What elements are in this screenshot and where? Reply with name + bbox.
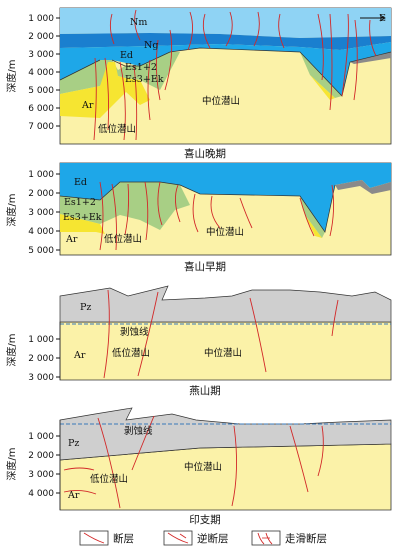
legend-fault-label: 断层 (113, 532, 134, 545)
layer-gray-p2 (335, 180, 391, 194)
layer-pz-p3 (59, 285, 392, 323)
label-east: E (379, 13, 386, 24)
layer-ng (60, 33, 391, 50)
layer-boundary-p2 (59, 181, 336, 233)
tick-label: 4 000 (28, 489, 54, 499)
tick-label: 7 000 (28, 122, 54, 132)
caption-yanshan: 燕山期 (189, 385, 221, 397)
label-erosion-p3: 剥蚀线 (120, 326, 149, 338)
tick-label: 2 000 (28, 32, 54, 42)
label-low-p3: 低位潜山 (112, 347, 150, 359)
tick-label: 5 000 (28, 86, 54, 96)
label-ar-p2: Ar (65, 234, 78, 245)
tick-label: 3 000 (28, 470, 54, 480)
panel-late-himalayan: E Nm Ng Ed Es1+2 Es3+Ek Ar 低位潜山 中位潜山 1 0… (5, 7, 392, 160)
label-ar-p3: Ar (73, 350, 86, 361)
tick-label: 1 000 (28, 335, 54, 345)
label-es3ek-p2: Es3+Ek (63, 212, 102, 223)
caption-late-himalayan: 喜山晚期 (184, 147, 226, 160)
tick-label: 5 000 (28, 246, 54, 256)
label-low-p2: 低位潜山 (104, 233, 142, 245)
label-erosion-p4: 剥蚀线 (124, 425, 153, 437)
y-axis-p1: 1 000 2 000 3 000 4 000 5 000 6 000 7 00… (5, 14, 60, 132)
label-ed: Ed (120, 50, 133, 61)
y-axis-p3: 1 000 2 000 3 000 深度/m (5, 322, 61, 383)
legend-strike-slip-label: 走滑断层 (285, 532, 327, 545)
tick-label: 1 000 (28, 14, 54, 24)
tick-label: 2 000 (28, 354, 54, 364)
fault-icon (79, 530, 109, 546)
layer-es3ek-p2 (60, 214, 105, 234)
label-low-buried-hill: 低位潜山 (98, 123, 136, 135)
tick-label: 2 000 (28, 451, 54, 461)
label-pz-p3: Pz (80, 302, 91, 313)
tick-label: 1 000 (28, 170, 54, 180)
faults-p2 (99, 181, 335, 251)
caption-early-himalayan: 喜山早期 (184, 260, 226, 273)
tick-label: 6 000 (28, 104, 54, 114)
y-axis-p4: 1 000 2 000 3 000 4 000 深度/m (5, 420, 61, 510)
layer-ed (60, 42, 391, 96)
tick-label: 1 000 (28, 432, 54, 442)
tick-label: 4 000 (28, 68, 54, 78)
legend-reverse-fault-label: 逆断层 (197, 532, 229, 545)
tick-label: 3 000 (28, 208, 54, 218)
y-axis-p2: 1 000 2 000 3 000 4 000 5 000 深度/m (5, 170, 60, 256)
strike-slip-fault-icon (251, 530, 281, 546)
label-es12: Es1+2 (125, 62, 157, 73)
label-ar: Ar (81, 100, 94, 111)
y-axis-label: 深度/m (5, 193, 18, 226)
panel-yanshan: Pz 剥蚀线 Ar 低位潜山 中位潜山 1 000 2 000 3 000 深度… (5, 285, 392, 397)
tick-label: 2 000 (28, 189, 54, 199)
label-es3ek: Es3+Ek (125, 74, 164, 85)
layer-es12-east-p2 (300, 196, 325, 238)
label-ng: Ng (144, 40, 158, 51)
tick-label: 3 000 (28, 50, 54, 60)
reverse-fault-icon (163, 530, 193, 546)
label-mid-p2: 中位潜山 (206, 226, 244, 238)
label-es12-p2: Es1+2 (64, 197, 96, 208)
legend: 断层 逆断层 走滑断层 (79, 530, 327, 546)
label-ar-p4: Ar (67, 490, 80, 501)
faults-p3 (103, 289, 339, 379)
layer-es3ek-east-p1 (310, 75, 335, 100)
y-axis-label: 深度/m (5, 333, 18, 366)
layer-gray-east-p1 (350, 52, 391, 64)
panel-indosinian: Pz 剥蚀线 Ar 低位潜山 中位潜山 1 000 2 000 3 000 4 … (5, 407, 392, 526)
label-mid-buried-hill: 中位潜山 (202, 95, 240, 107)
layer-ed-p2 (60, 163, 391, 232)
faults-p1 (93, 9, 377, 141)
label-nm: Nm (130, 17, 147, 28)
label-low-p4: 低位潜山 (90, 473, 128, 485)
label-ed-p2: Ed (74, 177, 87, 188)
layer-es3ek-east-p2 (305, 215, 322, 238)
label-pz-p4: Pz (68, 438, 79, 449)
caption-indosinian: 印支期 (189, 514, 221, 526)
layer-es3ek-p1 (60, 62, 150, 118)
faults-p4 (63, 415, 324, 509)
layer-nm (60, 8, 391, 38)
label-mid-p3: 中位潜山 (204, 347, 242, 359)
tick-label: 4 000 (28, 227, 54, 237)
panel-early-himalayan: Ed Es1+2 Es3+Ek Ar 低位潜山 中位潜山 1 000 2 000… (5, 162, 392, 273)
layer-lower-boundary-p1 (59, 47, 392, 97)
y-axis-label: 深度/m (5, 59, 18, 92)
y-axis-label: 深度/m (5, 447, 18, 480)
label-mid-p4: 中位潜山 (184, 461, 222, 473)
layer-es12-p2 (60, 182, 190, 230)
tick-label: 3 000 (28, 373, 54, 383)
